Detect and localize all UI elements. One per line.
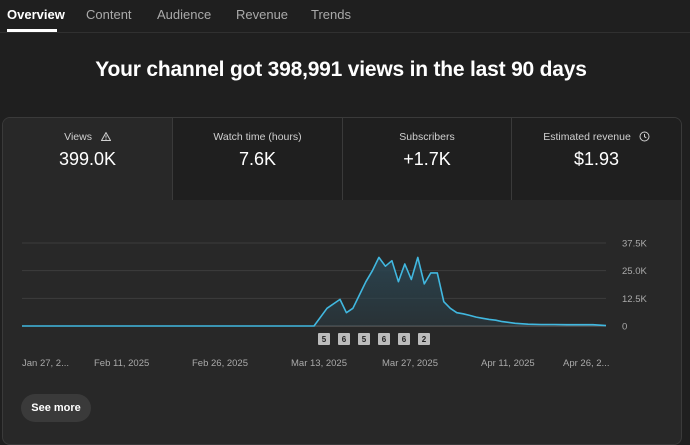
- y-tick-label: 12.5K: [622, 294, 647, 305]
- metric-revenue-label-row: Estimated revenue: [512, 131, 681, 143]
- video-marker: [398, 333, 410, 345]
- metric-watch-time-value: 7.6K: [238, 149, 277, 169]
- see-more-button[interactable]: See more: [21, 394, 91, 422]
- video-marker: [418, 333, 430, 345]
- metric-views-label-row: Views: [3, 131, 172, 143]
- x-tick-label: Feb 11, 2025: [94, 358, 149, 369]
- x-tick-label: Apr 26, 2...: [563, 358, 609, 369]
- x-tick-label: Jan 27, 2...: [22, 358, 69, 369]
- metric-revenue-value: $1.93: [573, 149, 620, 169]
- views-area: [22, 257, 606, 326]
- metric-subscribers-value: +1.7K: [403, 149, 451, 169]
- x-tick-label: Feb 26, 2025: [192, 358, 248, 369]
- x-tick-label: Apr 11, 2025: [481, 358, 535, 369]
- video-marker-count: 5: [322, 335, 327, 344]
- y-tick-label: 25.0K: [622, 266, 647, 277]
- metric-revenue-label: Estimated revenue: [543, 131, 631, 143]
- metric-views[interactable]: Views 399.0K: [3, 118, 172, 200]
- y-tick-label: 0: [622, 322, 627, 333]
- video-marker: [338, 333, 350, 345]
- active-tab-indicator: [7, 29, 57, 32]
- metrics-row: Views 399.0K Watch time (hours) 7.6K Sub…: [3, 118, 681, 200]
- warning-icon: [100, 131, 112, 141]
- page-headline: Your channel got 398,991 views in the la…: [95, 58, 587, 81]
- metric-watch-time[interactable]: Watch time (hours) 7.6K: [172, 118, 342, 200]
- x-tick-label: Mar 13, 2025: [291, 358, 347, 369]
- views-chart: 37.5K 25.0K 12.5K 0 5 6 5 6 6 2 Jan 27, 2... Feb 1…: [22, 239, 647, 369]
- y-tick-label: 37.5K: [622, 239, 647, 250]
- tab-audience[interactable]: Audience: [157, 7, 212, 22]
- video-marker: [378, 333, 390, 345]
- metric-subscribers[interactable]: Subscribers +1.7K: [342, 118, 511, 200]
- tab-revenue[interactable]: Revenue: [236, 7, 289, 22]
- tab-bar: Overview Content Audience Revenue Trends: [0, 0, 690, 33]
- metric-views-value: 399.0K: [58, 149, 117, 169]
- tab-content[interactable]: Content: [86, 7, 132, 22]
- tab-overview[interactable]: Overview: [7, 7, 65, 22]
- clock-icon: [639, 131, 650, 142]
- x-tick-label: Mar 27, 2025: [382, 358, 438, 369]
- tab-trends[interactable]: Trends: [311, 7, 351, 22]
- video-marker-count: 5: [362, 335, 367, 344]
- video-marker-count: 6: [382, 335, 387, 344]
- metric-views-label: Views: [64, 131, 92, 143]
- analytics-card: Views 399.0K Watch time (hours) 7.6K Sub…: [2, 117, 682, 445]
- video-marker-count: 2: [422, 335, 427, 344]
- video-marker: [358, 333, 370, 345]
- views-line: [22, 256, 607, 327]
- video-marker-count: 6: [402, 335, 407, 344]
- video-marker-count: 6: [342, 335, 347, 344]
- metric-watch-time-label: Watch time (hours): [213, 131, 302, 143]
- video-marker: [318, 333, 330, 345]
- metric-revenue[interactable]: Estimated revenue $1.93: [511, 118, 681, 200]
- metric-subscribers-label: Subscribers: [399, 131, 455, 143]
